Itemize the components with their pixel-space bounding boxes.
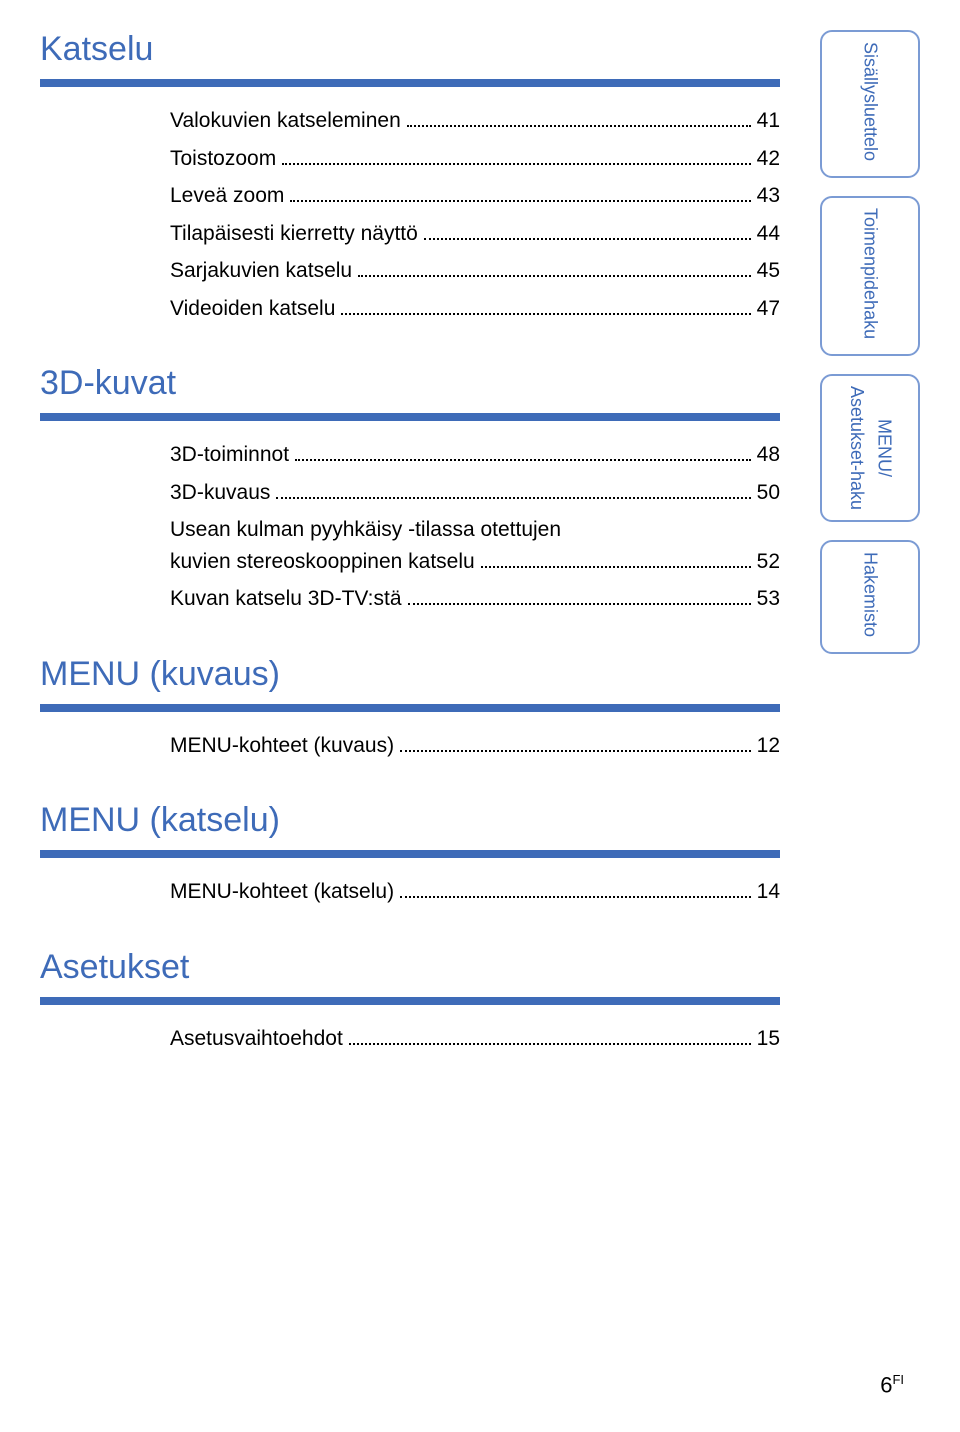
toc-line[interactable]: Tilapäisesti kierretty näyttö 44 [170, 218, 780, 250]
page-footer: 6FI [880, 1372, 904, 1398]
section-title-katselu: Katselu [40, 30, 780, 69]
toc-label-line1: Usean kulman pyyhkäisy -tilassa otettuje… [170, 514, 780, 546]
toc-block-3dkuvat: 3D-toiminnot 48 3D-kuvaus 50 Usean kulma… [170, 439, 780, 615]
toc-label: Asetusvaihtoehdot [170, 1023, 343, 1055]
toc-dots [358, 275, 751, 277]
toc-line[interactable]: MENU-kohteet (katselu) 14 [170, 876, 780, 908]
section-title-menu-kuvaus: MENU (kuvaus) [40, 655, 780, 694]
toc-label: Sarjakuvien katselu [170, 255, 352, 287]
toc-line[interactable]: Asetusvaihtoehdot 15 [170, 1023, 780, 1055]
toc-page: 48 [757, 439, 780, 471]
toc-label: MENU-kohteet (katselu) [170, 876, 394, 908]
toc-dots [295, 459, 751, 461]
tab-label: Hakemisto [858, 552, 881, 637]
toc-dots [349, 1043, 751, 1045]
toc-dots [481, 566, 751, 568]
toc-label: Toistozoom [170, 143, 276, 175]
toc-page: 14 [757, 876, 780, 908]
toc-line[interactable]: Sarjakuvien katselu 45 [170, 255, 780, 287]
toc-line[interactable]: Videoiden katselu 47 [170, 293, 780, 325]
toc-dots [290, 200, 750, 202]
toc-page: 42 [757, 143, 780, 175]
toc-line[interactable]: Valokuvien katseleminen 41 [170, 105, 780, 137]
section-divider [40, 850, 780, 858]
tab-label: Sisällysluettelo [858, 42, 881, 161]
toc-line[interactable]: Toistozoom 42 [170, 143, 780, 175]
toc-page: 50 [757, 477, 780, 509]
toc-dots [282, 163, 750, 165]
toc-label: Tilapäisesti kierretty näyttö [170, 218, 418, 250]
toc-line-multiline[interactable]: Usean kulman pyyhkäisy -tilassa otettuje… [170, 514, 780, 577]
toc-line[interactable]: MENU-kohteet (kuvaus) 12 [170, 730, 780, 762]
page-number: 6 [880, 1372, 892, 1397]
side-tab-sisallysluettelo[interactable]: Sisällysluettelo [820, 30, 920, 178]
toc-dots [408, 603, 751, 605]
toc-dots [276, 497, 750, 499]
toc-label: 3D-toiminnot [170, 439, 289, 471]
section-divider [40, 997, 780, 1005]
toc-block-menu-katselu: MENU-kohteet (katselu) 14 [170, 876, 780, 908]
toc-label-line2: kuvien stereoskooppinen katselu [170, 546, 475, 578]
section-title-asetukset: Asetukset [40, 948, 780, 987]
toc-label: Leveä zoom [170, 180, 284, 212]
toc-label: Valokuvien katseleminen [170, 105, 401, 137]
toc-dots [424, 238, 751, 240]
toc-line[interactable]: Kuvan katselu 3D-TV:stä 53 [170, 583, 780, 615]
toc-page: 15 [757, 1023, 780, 1055]
toc-line[interactable]: 3D-kuvaus 50 [170, 477, 780, 509]
section-title-menu-katselu: MENU (katselu) [40, 801, 780, 840]
toc-page: 41 [757, 105, 780, 137]
toc-page: 12 [757, 730, 780, 762]
toc-dots [341, 313, 750, 315]
toc-page: 45 [757, 255, 780, 287]
toc-line[interactable]: 3D-toiminnot 48 [170, 439, 780, 471]
side-tab-toimenpidehaku[interactable]: Toimenpidehaku [820, 196, 920, 356]
section-divider [40, 79, 780, 87]
tab-label-line1: MENU/ [872, 386, 895, 510]
toc-label: 3D-kuvaus [170, 477, 270, 509]
toc-dots [407, 125, 751, 127]
toc-page: 44 [757, 218, 780, 250]
tab-label-line2: Asetukset-haku [845, 386, 868, 510]
toc-page: 52 [757, 546, 780, 578]
toc-page: 43 [757, 180, 780, 212]
section-divider [40, 413, 780, 421]
section-title-3dkuvat: 3D-kuvat [40, 364, 780, 403]
toc-dots [400, 896, 751, 898]
toc-label: Kuvan katselu 3D-TV:stä [170, 583, 402, 615]
toc-line[interactable]: Leveä zoom 43 [170, 180, 780, 212]
page-suffix: FI [892, 1372, 904, 1387]
section-divider [40, 704, 780, 712]
toc-label: MENU-kohteet (kuvaus) [170, 730, 394, 762]
toc-page: 53 [757, 583, 780, 615]
toc-block-menu-kuvaus: MENU-kohteet (kuvaus) 12 [170, 730, 780, 762]
toc-dots [400, 750, 751, 752]
side-tab-hakemisto[interactable]: Hakemisto [820, 540, 920, 654]
toc-page: 47 [757, 293, 780, 325]
toc-block-katselu: Valokuvien katseleminen 41 Toistozoom 42… [170, 105, 780, 324]
toc-label: Videoiden katselu [170, 293, 335, 325]
toc-block-asetukset: Asetusvaihtoehdot 15 [170, 1023, 780, 1055]
side-tab-menu-asetukset-haku[interactable]: Asetukset-haku MENU/ [820, 374, 920, 522]
tab-label: Toimenpidehaku [858, 208, 881, 339]
